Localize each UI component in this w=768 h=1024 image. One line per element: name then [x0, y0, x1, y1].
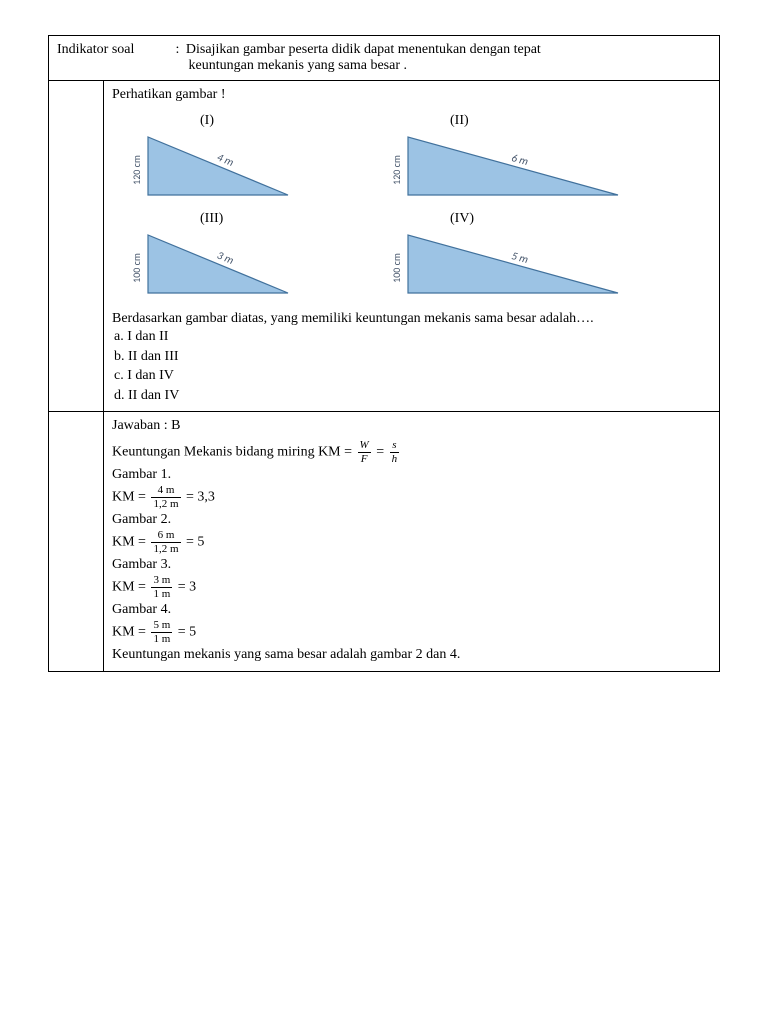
- g4-calc: KM = 5 m 1 m = 5: [112, 620, 711, 645]
- indikator-text-2: keuntungan mekanis yang sama besar .: [189, 58, 408, 73]
- question-cell: Perhatikan gambar ! (I) (II) 120 cm4 m 1…: [104, 81, 720, 412]
- g2-calc: KM = 6 m 1,2 m = 5: [112, 530, 711, 555]
- g2-label: Gambar 2.: [112, 512, 711, 528]
- diagram-area: (I) (II) 120 cm4 m 120 cm6 m (III) (IV) …: [112, 107, 711, 303]
- indikator-cell: Indikator soal : Disajikan gambar pesert…: [49, 36, 720, 81]
- triangle-i: 120 cm4 m: [122, 131, 382, 205]
- triangle-iv: 100 cm5 m: [382, 229, 642, 303]
- height-label: 120 cm: [130, 155, 143, 185]
- g1-label: Gambar 1.: [112, 467, 711, 483]
- answer-conclusion: Keuntungan mekanis yang sama besar adala…: [112, 647, 711, 663]
- answer-intro-line: Keuntungan Mekanis bidang miring KM = W …: [112, 440, 711, 465]
- answer-cell: Jawaban : B Keuntungan Mekanis bidang mi…: [104, 412, 720, 672]
- triangle-icon: 120 cm4 m: [122, 131, 318, 205]
- roman-iii: (III): [200, 211, 223, 227]
- answer-intro: Keuntungan Mekanis bidang miring KM =: [112, 445, 352, 460]
- g1-calc: KM = 4 m 1,2 m = 3,3: [112, 485, 711, 510]
- answer-head: Jawaban : B: [112, 418, 711, 434]
- option-a: a. I dan II: [114, 327, 711, 347]
- g4-label: Gambar 4.: [112, 602, 711, 618]
- height-label: 120 cm: [390, 155, 403, 185]
- answer-number-cell: [49, 412, 104, 672]
- question-prompt: Berdasarkan gambar diatas, yang memiliki…: [112, 311, 711, 327]
- roman-row-1: (I) (II): [140, 113, 711, 129]
- triangle-icon: 100 cm5 m: [382, 229, 648, 303]
- frac-sh: s h: [390, 440, 400, 465]
- option-c: c. I dan IV: [114, 366, 711, 386]
- main-table: Indikator soal : Disajikan gambar pesert…: [48, 35, 720, 672]
- options: a. I dan II b. II dan III c. I dan IV d.…: [112, 327, 711, 405]
- option-b: b. II dan III: [114, 347, 711, 367]
- roman-row-2: (III) (IV): [140, 211, 711, 227]
- tri-row-2: 100 cm3 m 100 cm5 m: [122, 229, 711, 303]
- question-instruction: Perhatikan gambar !: [112, 87, 711, 103]
- frac-wf: W F: [358, 440, 371, 465]
- g3-calc: KM = 3 m 1 m = 3: [112, 575, 711, 600]
- option-d: d. II dan IV: [114, 386, 711, 406]
- triangle-icon: 120 cm6 m: [382, 131, 648, 205]
- roman-ii: (II): [450, 113, 469, 129]
- g3-label: Gambar 3.: [112, 557, 711, 573]
- colon: :: [176, 42, 183, 57]
- indikator-label: Indikator soal: [57, 42, 172, 58]
- triangle-iii: 100 cm3 m: [122, 229, 382, 303]
- roman-i: (I): [200, 113, 214, 129]
- roman-iv: (IV): [450, 211, 474, 227]
- height-label: 100 cm: [390, 253, 403, 283]
- triangle-icon: 100 cm3 m: [122, 229, 318, 303]
- indikator-text-1: Disajikan gambar peserta didik dapat men…: [186, 42, 541, 57]
- tri-row-1: 120 cm4 m 120 cm6 m: [122, 131, 711, 205]
- page: Indikator soal : Disajikan gambar pesert…: [0, 0, 768, 712]
- triangle-ii: 120 cm6 m: [382, 131, 642, 205]
- height-label: 100 cm: [130, 253, 143, 283]
- question-number-cell: [49, 81, 104, 412]
